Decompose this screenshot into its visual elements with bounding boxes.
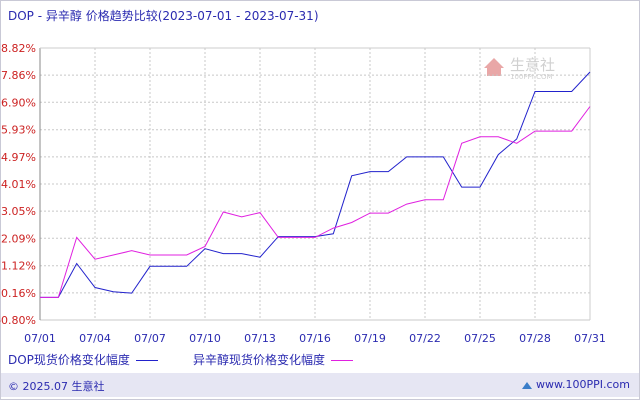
- x-tick-label: 07/10: [189, 332, 221, 345]
- x-tick-label: 07/19: [354, 332, 386, 345]
- y-tick-label: 6.90%: [1, 96, 36, 109]
- x-tick-label: 07/22: [409, 332, 441, 345]
- y-tick-label: 1.12%: [1, 260, 36, 273]
- chart-title: DOP - 异辛醇 价格趋势比较(2023-07-01 - 2023-07-31…: [8, 7, 319, 24]
- x-tick-label: 07/04: [79, 332, 111, 345]
- legend-label-octanol: 异辛醇现货价格变化幅度: [193, 353, 326, 367]
- y-tick-label: 5.93%: [1, 124, 36, 137]
- y-tick-label: 4.01%: [1, 178, 36, 191]
- y-tick-label: -0.80%: [0, 314, 36, 327]
- watermark-name: 生意社: [510, 56, 555, 74]
- legend-item-dop: DOP现货价格变化幅度: [8, 351, 158, 368]
- x-axis: 07/01 07/04 07/07 07/10 07/13 07/16 07/19 07/22…: [24, 47, 606, 345]
- house-roof-icon: [484, 58, 504, 68]
- x-tick-label: 07/28: [519, 332, 551, 345]
- title-product: DOP - 异辛醇 价格趋势比较: [8, 9, 158, 23]
- y-tick-label: 8.82%: [1, 42, 36, 55]
- y-tick-label: 4.97%: [1, 151, 36, 164]
- series-line-dop: [40, 71, 591, 298]
- copyright-text: © 2025.07 生意社: [8, 380, 105, 393]
- y-tick-label: 2.09%: [1, 232, 36, 245]
- y-axis: 8.82% 7.86% 6.90% 5.93% 4.97% 4.01% 3.05% 2.09%…: [0, 42, 36, 327]
- title-date-range: (2023-07-01 - 2023-07-31): [157, 9, 319, 23]
- grid: [39, 47, 591, 321]
- site-url: www.100PPI.com: [536, 378, 630, 391]
- legend-item-octanol: 异辛醇现货价格变化幅度: [193, 351, 354, 368]
- y-tick-label: 7.86%: [1, 69, 36, 82]
- house-body-icon: [487, 68, 501, 76]
- y-tick-label: 3.05%: [1, 205, 36, 218]
- x-tick-label: 07/31: [574, 332, 606, 345]
- legend-label-dop: DOP现货价格变化幅度: [8, 353, 130, 367]
- x-tick-label: 07/16: [299, 332, 331, 345]
- x-tick-label: 07/13: [244, 332, 276, 345]
- series-line-octanol: [40, 106, 591, 298]
- x-tick-label: 07/25: [464, 332, 496, 345]
- watermark-site: 100PPI.COM: [510, 73, 553, 81]
- legend-swatch-dop: [135, 360, 158, 361]
- site-link[interactable]: www.100PPI.com: [522, 378, 630, 391]
- watermark-logo: 生意社 100PPI.COM: [484, 56, 555, 81]
- legend-swatch-octanol: [331, 360, 354, 361]
- x-tick-label: 07/07: [134, 332, 166, 345]
- site-arrow-icon: [522, 381, 533, 389]
- x-tick-label: 07/01: [24, 332, 56, 345]
- series-lines: [40, 71, 591, 298]
- y-tick-label: 0.16%: [1, 287, 36, 300]
- footer-bar: [1, 373, 639, 397]
